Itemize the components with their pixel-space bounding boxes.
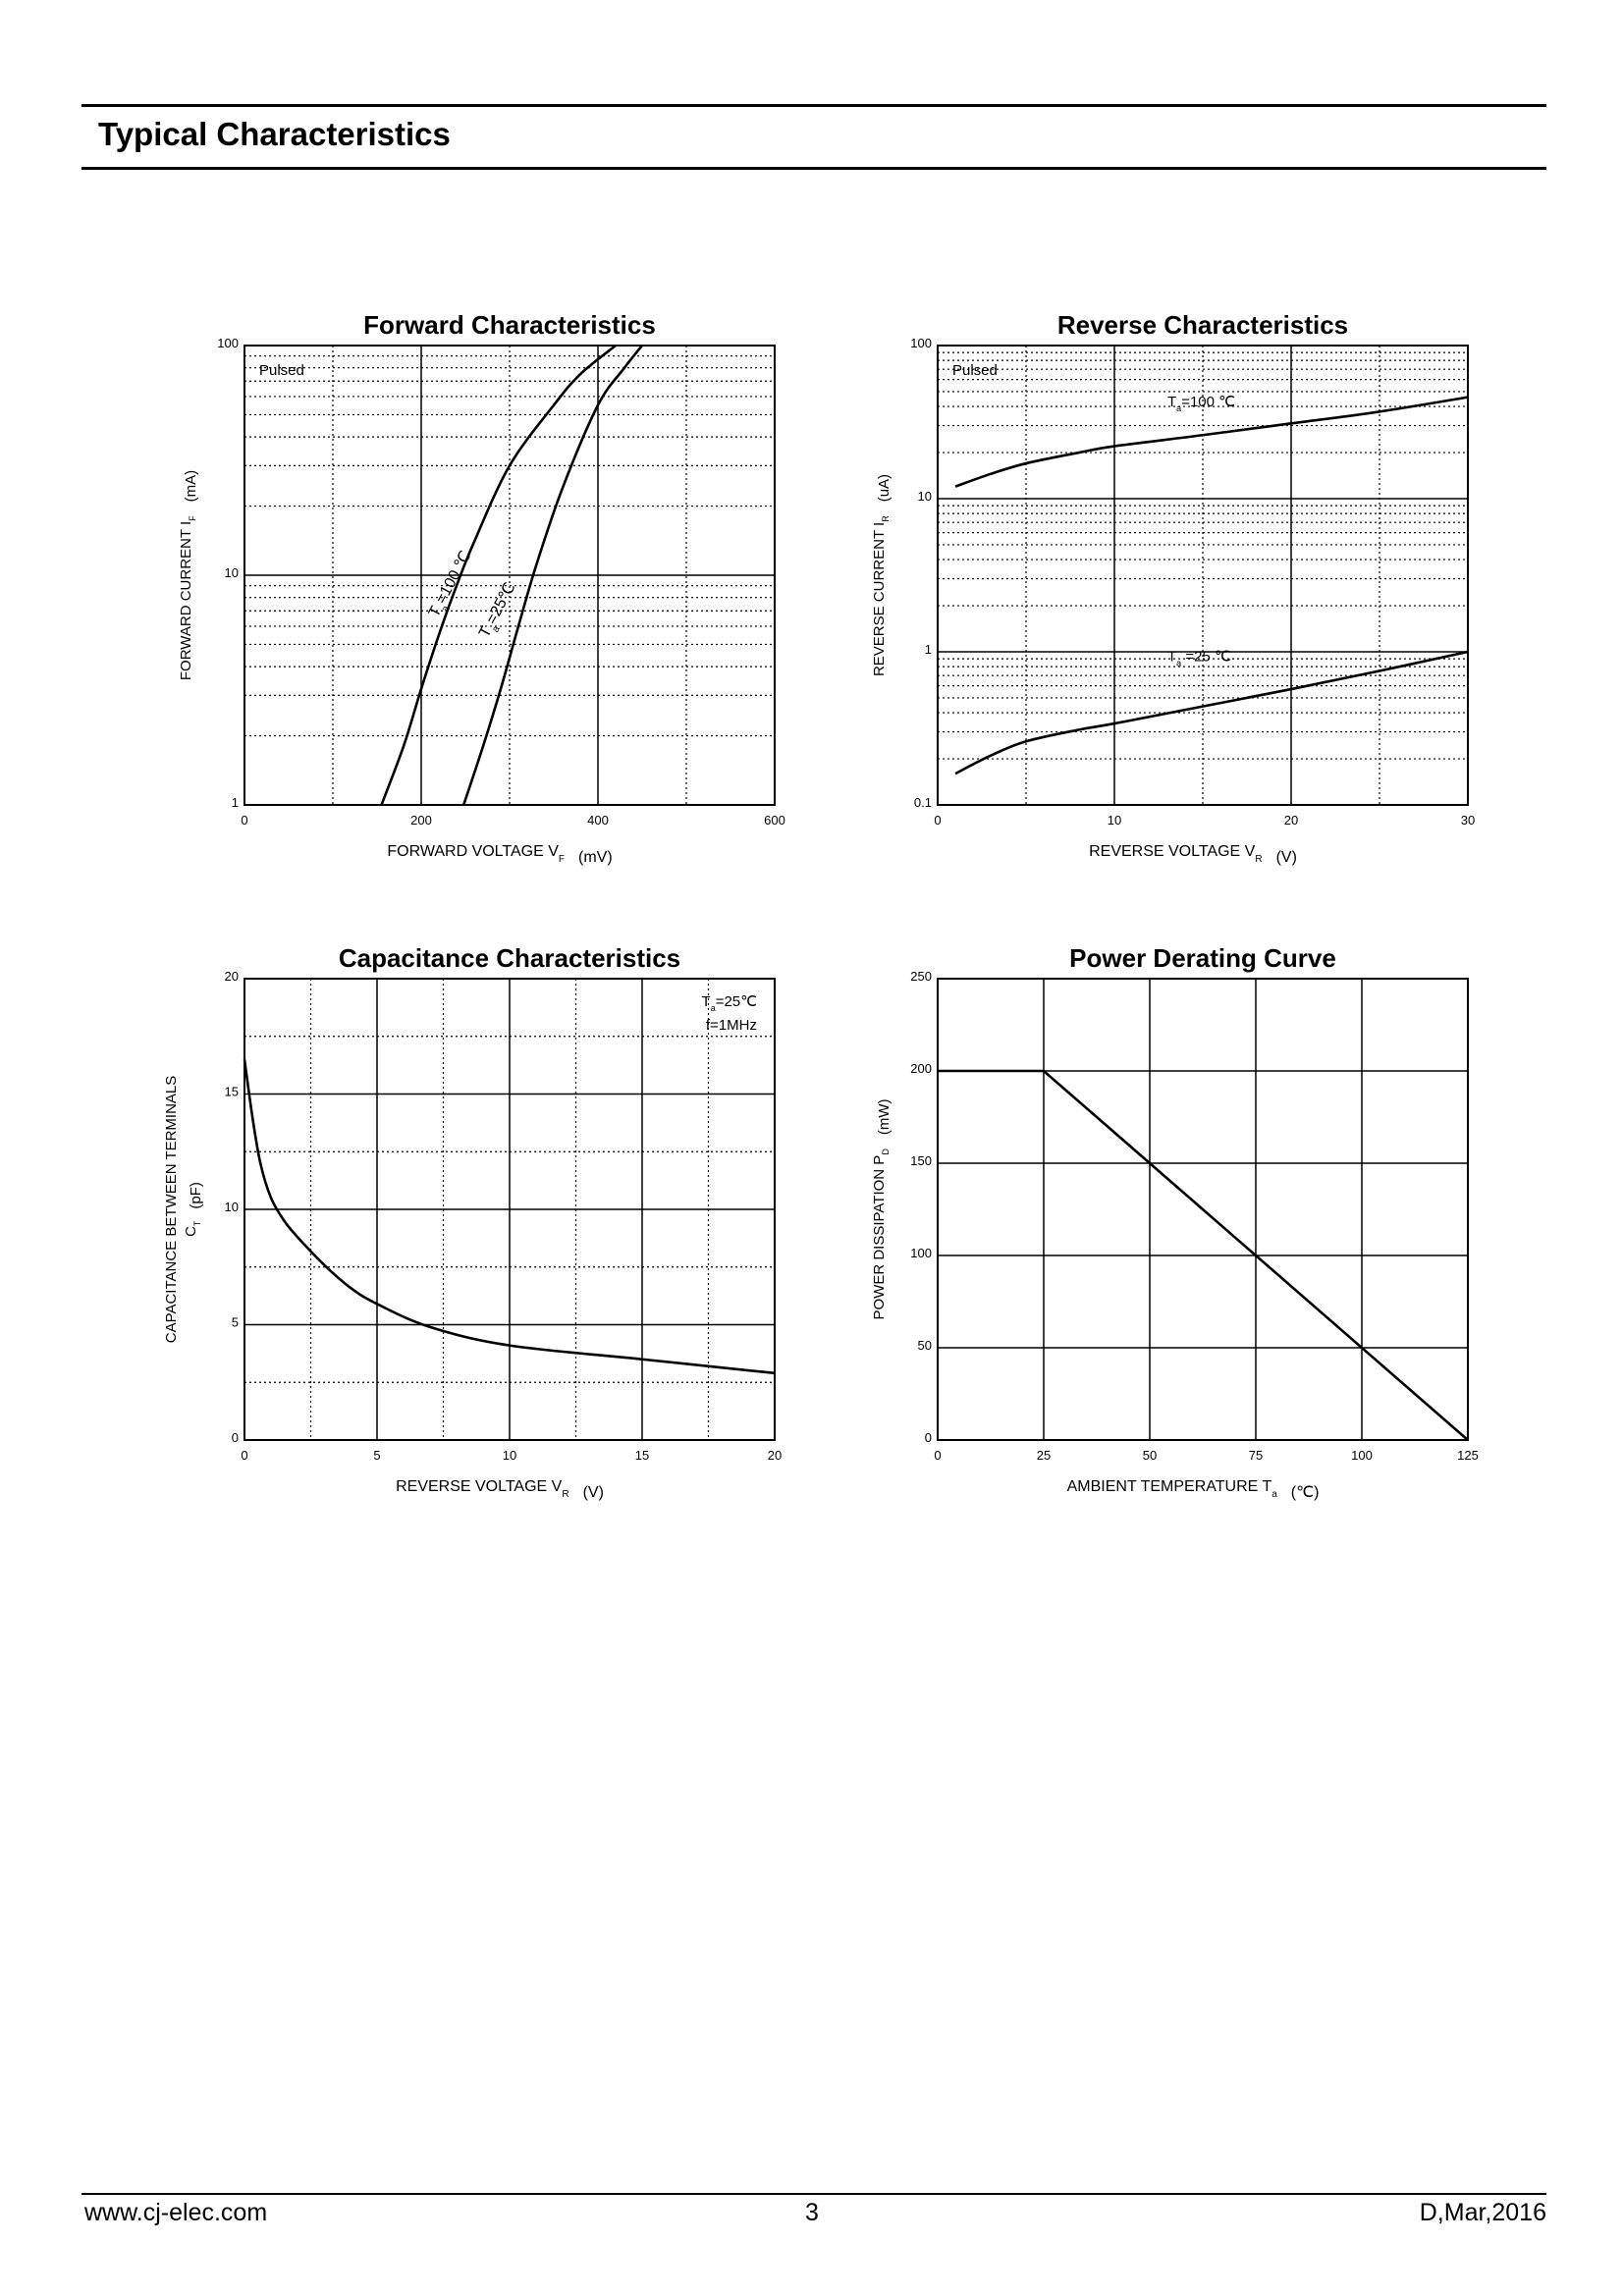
y-tick-label: 150 <box>910 1153 932 1168</box>
x-tick-label: 25 <box>1037 1448 1051 1463</box>
x-tick-label: 200 <box>410 813 432 828</box>
x-tick-label: 5 <box>373 1448 380 1463</box>
footer-revision-date: D,Mar,2016 <box>1419 2199 1546 2226</box>
y-axis-label: REVERSE CURRENT IR(uA) <box>871 474 893 676</box>
x-tick-label: 10 <box>503 1448 516 1463</box>
series-line-1 <box>461 345 644 806</box>
chart-title: Reverse Characteristics <box>1057 310 1348 340</box>
x-tick-label: 0 <box>934 813 941 828</box>
y-tick-label: 5 <box>232 1315 239 1330</box>
plot-frame <box>937 978 1469 1441</box>
x-axis-label: FORWARD VOLTAGE VF (mV) <box>387 843 612 866</box>
series-label-100c: Ta=100 ℃ <box>1167 394 1235 413</box>
x-tick-label: 10 <box>1108 813 1121 828</box>
annotation-frequency: f=1MHz <box>706 1017 757 1034</box>
y-tick-label: 100 <box>217 336 239 350</box>
y-tick-label: 100 <box>910 1246 932 1260</box>
footer-page-number: 3 <box>805 2199 819 2226</box>
footer-url[interactable]: www.cj-elec.com <box>84 2199 268 2226</box>
x-tick-label: 0 <box>241 1448 247 1463</box>
y-axis-label: FORWARD CURRENT IF(mA) <box>178 470 199 680</box>
x-axis-label: AMBIENT TEMPERATURE Ta (℃) <box>1067 1478 1320 1501</box>
x-tick-label: 600 <box>764 813 785 828</box>
y-axis-label: CAPACITANCE BETWEEN TERMINALS <box>163 1076 180 1344</box>
y-tick-label: 20 <box>225 969 239 984</box>
y-axis-label: POWER DISSIPATION PD(mW) <box>871 1099 893 1320</box>
x-tick-label: 20 <box>768 1448 782 1463</box>
series-line-0 <box>954 396 1469 488</box>
chart-title: Power Derating Curve <box>1069 943 1336 973</box>
y-tick-label: 10 <box>918 489 932 504</box>
plot-frame <box>243 978 776 1441</box>
chart-title: Forward Characteristics <box>363 310 656 340</box>
x-tick-label: 100 <box>1351 1448 1373 1463</box>
x-tick-label: 0 <box>241 813 247 828</box>
x-axis-label: REVERSE VOLTAGE VR (V) <box>1089 843 1297 866</box>
y-tick-label: 0 <box>232 1430 239 1445</box>
y-tick-label: 250 <box>910 969 932 984</box>
y-tick-label: 200 <box>910 1061 932 1076</box>
y-tick-label: 0 <box>925 1430 932 1445</box>
footer-rule <box>81 2193 1546 2195</box>
chart-forward: 0 200 400 600 1 10 100 Forward Characteristics F… <box>178 310 785 866</box>
series-line-1 <box>954 650 1469 775</box>
y-tick-label: 10 <box>225 565 239 580</box>
chart-derating: 0 25 50 75 100 125 0 50 100 150 200 250 Power Derati… <box>871 943 1479 1501</box>
x-tick-label: 20 <box>1284 813 1298 828</box>
x-tick-label: 15 <box>635 1448 649 1463</box>
series-line-0 <box>380 344 617 806</box>
annotation-pulsed: Pulsed <box>952 362 998 379</box>
x-tick-label: 50 <box>1143 1448 1157 1463</box>
x-tick-label: 125 <box>1457 1448 1479 1463</box>
series-line-0 <box>243 1059 776 1375</box>
y-tick-label: 1 <box>925 642 932 657</box>
annotation-condition: Ta=25℃ <box>702 993 757 1013</box>
y-axis-label-unit: CT(pF) <box>183 1182 204 1237</box>
x-tick-label: 75 <box>1249 1448 1263 1463</box>
section-title: Typical Characteristics <box>98 116 451 152</box>
y-tick-label: 1 <box>232 795 239 810</box>
series-line-0 <box>938 1069 1469 1441</box>
y-tick-label: 100 <box>910 336 932 350</box>
x-axis-label: REVERSE VOLTAGE VR (V) <box>396 1478 604 1501</box>
chart-title: Capacitance Characteristics <box>339 943 680 973</box>
y-tick-label: 0.1 <box>914 795 932 810</box>
header-rule-bottom <box>81 167 1546 170</box>
plot-frame <box>937 345 1469 806</box>
chart-reverse: 0 10 20 30 0.1 1 10 100 Reverse Characteristics R… <box>871 310 1475 866</box>
y-tick-label: 15 <box>225 1085 239 1099</box>
chart-capacitance: 0 5 10 15 20 0 5 10 15 20 Capacitance Characterist… <box>163 943 782 1501</box>
x-tick-label: 400 <box>587 813 609 828</box>
y-tick-label: 10 <box>225 1200 239 1214</box>
header-rule-top <box>81 104 1546 107</box>
x-tick-label: 0 <box>934 1448 941 1463</box>
plot-frame <box>243 345 776 806</box>
y-tick-label: 50 <box>918 1338 932 1353</box>
x-tick-label: 30 <box>1461 813 1475 828</box>
annotation-pulsed: Pulsed <box>259 362 304 379</box>
series-label-25c: Ta =25 ℃ <box>1167 648 1231 667</box>
